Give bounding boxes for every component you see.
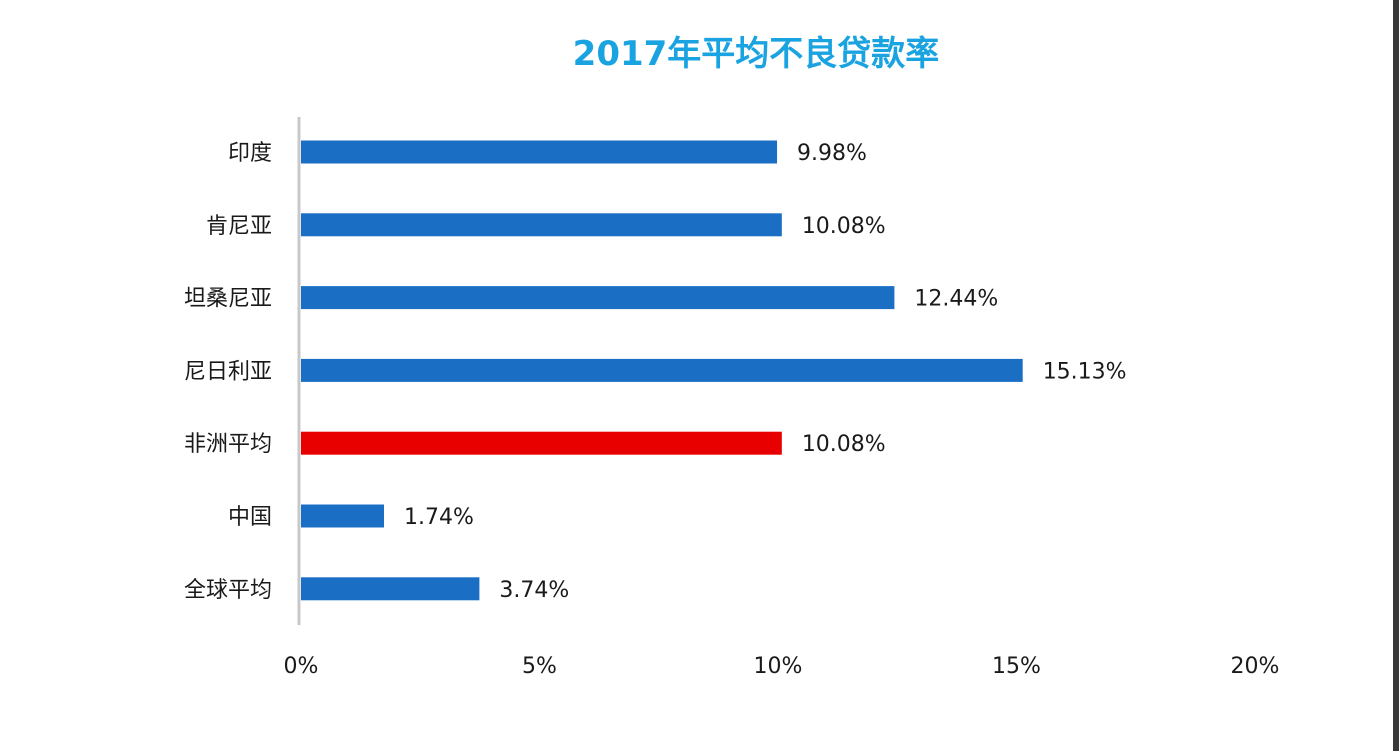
bar <box>301 286 895 310</box>
bar <box>301 140 778 164</box>
category-label: 印度 <box>228 141 272 166</box>
x-tick-label: 15% <box>992 654 1041 679</box>
data-label: 10.08% <box>802 214 886 239</box>
data-label: 10.08% <box>802 432 886 457</box>
data-label: 3.74% <box>499 578 569 603</box>
x-tick-label: 5% <box>522 654 557 679</box>
data-label: 9.98% <box>797 141 867 166</box>
x-tick-label: 20% <box>1231 654 1280 679</box>
data-label: 15.13% <box>1043 359 1127 384</box>
category-label: 非洲平均 <box>184 432 272 457</box>
bar <box>301 213 782 237</box>
category-label: 尼日利亚 <box>184 359 272 384</box>
category-label: 肯尼亚 <box>206 214 272 239</box>
category-label: 中国 <box>228 505 272 530</box>
data-label: 12.44% <box>914 287 998 312</box>
category-label: 坦桑尼亚 <box>184 287 272 312</box>
bar <box>301 577 480 601</box>
x-tick-label: 10% <box>754 654 803 679</box>
data-label: 1.74% <box>404 505 474 530</box>
chart-title: 2017年平均不良贷款率 <box>572 34 940 74</box>
bar <box>301 431 782 455</box>
category-label: 全球平均 <box>184 578 272 603</box>
bar <box>301 504 384 528</box>
bar <box>301 358 1023 382</box>
x-tick-label: 0% <box>284 654 319 679</box>
window-edge <box>1393 0 1399 751</box>
